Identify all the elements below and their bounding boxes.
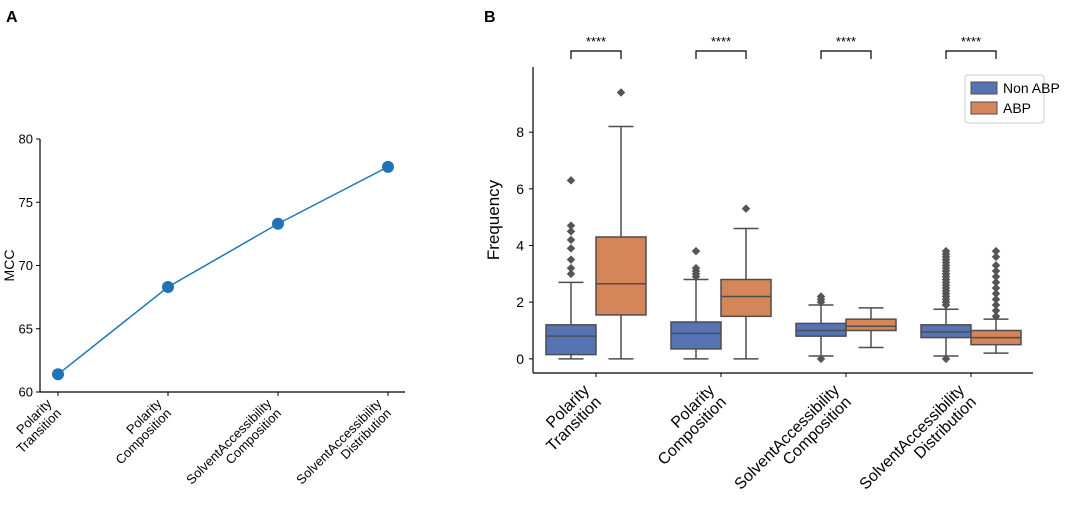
panel-b-outlier <box>566 263 576 273</box>
panel-b-chart: 0 2 4 6 8 Frequency **** PolarityTransition ****… <box>484 34 1060 505</box>
panel-a-y-tick-label: 75 <box>19 195 33 210</box>
panel-b-y-tick-label: 6 <box>516 181 524 197</box>
panel-a-x-tick-label: PolarityComposition <box>103 396 175 468</box>
panel-a-x-tick-label: SolventAccessibilityComposition <box>183 396 284 497</box>
panel-b-outlier <box>991 277 1001 287</box>
panel-b-outlier <box>566 255 576 265</box>
panel-b-significance-bracket <box>695 50 747 59</box>
panel-a-x-tick-label-line: SolventAccessibility <box>293 396 385 488</box>
panel-b-outlier <box>566 269 576 279</box>
panel-b-outlier <box>941 246 951 256</box>
panel-b-outlier <box>566 175 576 185</box>
panel-b-outlier <box>991 289 1001 299</box>
panel-b-outlier <box>991 283 1001 293</box>
panel-b-outlier <box>991 306 1001 316</box>
panel-b-box <box>670 321 722 350</box>
panel-b-significance-bracket <box>570 50 622 59</box>
panel-b-x-tick-label-line: SolventAccessibility <box>857 382 968 493</box>
panel-b-significance-label: **** <box>711 34 731 49</box>
panel-b-legend-swatch <box>970 101 998 115</box>
panel-a-point <box>272 217 284 230</box>
panel-b-box <box>545 324 597 356</box>
panel-b-outlier <box>616 88 626 97</box>
panel-b-outlier <box>566 235 576 245</box>
panel-b-legend-label: ABP <box>1003 100 1031 116</box>
panel-a-y-tick-label: 60 <box>19 385 33 400</box>
panel-a-point <box>52 368 64 381</box>
panel-b-box <box>720 278 772 318</box>
panel-b-y-tick-label: 4 <box>516 238 524 254</box>
panel-b-significance-label: **** <box>961 34 981 49</box>
panel-a-x-tick-label: SolventAccessibilityDistribution <box>293 396 394 497</box>
panel-b-outlier <box>991 294 1001 304</box>
panel-b-outlier <box>991 311 1001 321</box>
panel-a-point <box>382 160 394 173</box>
panel-b-y-axis-label: Frequency <box>484 179 503 260</box>
panel-b-x-tick-label: PolarityComposition <box>643 382 730 469</box>
panel-b-outlier <box>991 272 1001 282</box>
panel-a-chart: 60 65 70 75 80 MCC PolarityTransition PolarityC… <box>1 132 405 497</box>
panel-a-y-axis-label: MCC <box>1 250 17 282</box>
panel-b-box <box>595 236 647 316</box>
panel-a-x-tick-label: PolarityTransition <box>4 396 65 457</box>
panel-b-x-tick-label: SolventAccessibilityComposition <box>732 382 855 505</box>
panel-b-significance-label: **** <box>836 34 856 49</box>
panel-b-label: B <box>484 9 496 26</box>
panel-b-significance-bracket <box>945 50 997 59</box>
panel-b-x-tick-label: SolventAccessibilityDistribution <box>857 382 980 505</box>
panel-b-outlier <box>816 354 826 364</box>
panel-b-outlier <box>991 252 1001 262</box>
panel-b-legend-label: Non ABP <box>1003 80 1060 96</box>
panel-b-significance-label: **** <box>586 34 606 49</box>
panel-b-significance-bracket <box>820 50 872 59</box>
panel-b-outlier <box>991 246 1001 256</box>
panel-a-point <box>162 281 174 294</box>
panel-b-y-tick-label: 0 <box>516 351 524 367</box>
panel-b-outlier <box>991 300 1001 310</box>
panel-b-x-tick-label: PolarityTransition <box>532 382 605 455</box>
panel-a-y-tick-label: 65 <box>19 321 33 336</box>
panel-a-y-tick-label: 80 <box>19 132 33 147</box>
panel-b-outlier <box>941 354 951 364</box>
panel-b-outlier <box>566 226 576 236</box>
panel-b-outlier <box>991 266 1001 276</box>
panel-b-outlier <box>816 292 826 301</box>
panel-b-legend-swatch <box>970 81 998 95</box>
panel-a-y-tick-label: 70 <box>19 258 33 273</box>
panel-b-outlier <box>691 246 701 256</box>
panel-b-outlier <box>566 221 576 231</box>
panel-b-outlier <box>691 263 701 273</box>
panel-a-x-tick-label-line: SolventAccessibility <box>183 396 275 488</box>
panel-b-y-tick-label: 8 <box>516 124 524 140</box>
panel-b-x-tick-label-line: SolventAccessibility <box>732 382 843 493</box>
panel-b-outlier <box>566 243 576 253</box>
panel-a-series-line <box>57 166 389 375</box>
panel-b-box <box>845 318 897 332</box>
panel-b-outlier <box>741 204 751 214</box>
panel-b-outlier <box>991 260 1001 270</box>
panel-b-y-tick-label: 2 <box>516 294 524 310</box>
panel-a-label: A <box>6 9 18 26</box>
